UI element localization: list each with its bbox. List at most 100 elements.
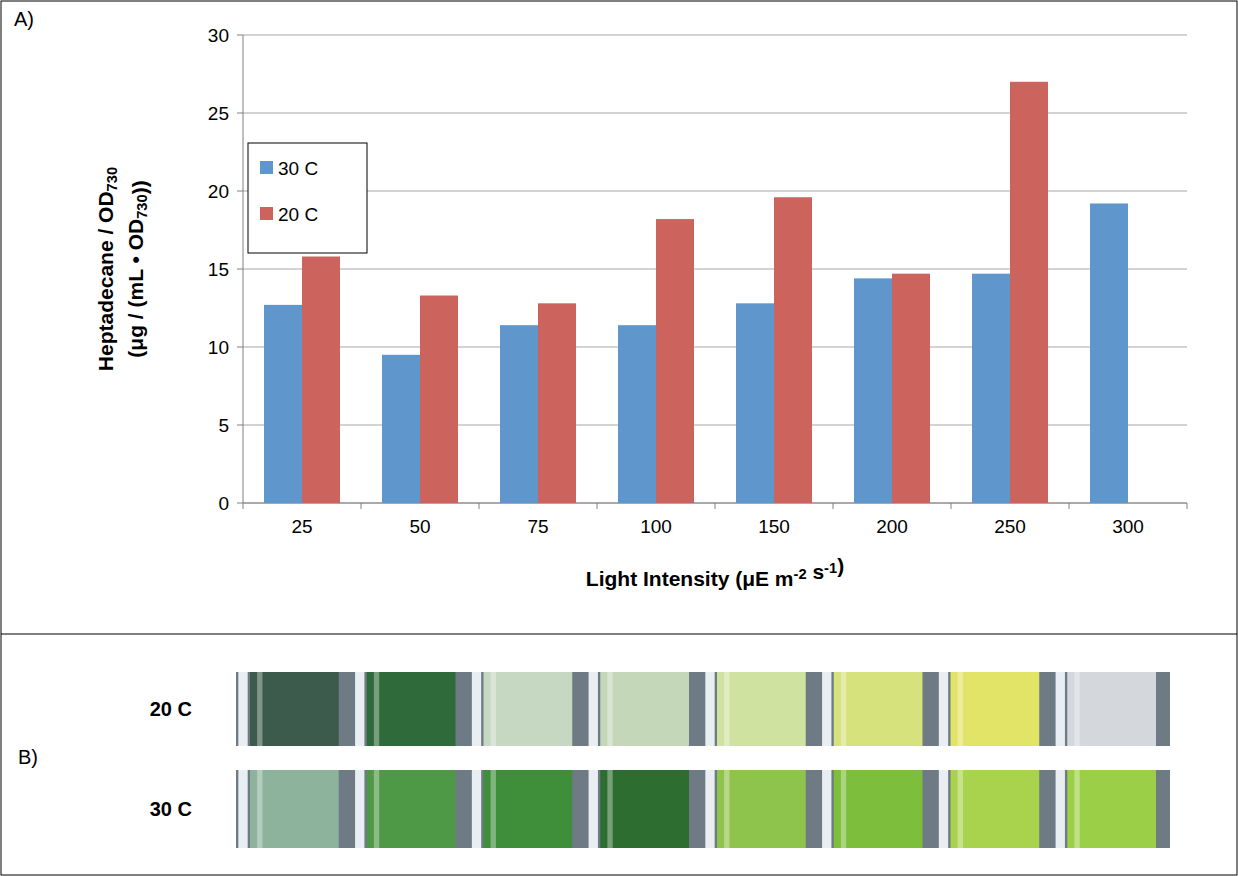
bar — [302, 257, 340, 503]
bar — [618, 325, 656, 503]
x-tick — [479, 503, 480, 509]
light-reflection — [705, 770, 714, 848]
x-tick-label: 75 — [527, 516, 548, 537]
tube-highlight — [491, 672, 496, 746]
light-reflection — [589, 672, 598, 746]
bar — [538, 303, 576, 503]
bar — [382, 355, 420, 503]
tube-highlight — [607, 672, 612, 746]
x-tick-label: 25 — [291, 516, 312, 537]
light-reflection — [939, 770, 948, 848]
tube-highlight — [841, 672, 846, 746]
x-tick — [597, 503, 598, 509]
x-tick-label: 100 — [640, 516, 672, 537]
figure-border — [1, 1, 1237, 875]
bar — [736, 303, 774, 503]
tube-highlight — [841, 770, 846, 848]
x-tick — [1069, 503, 1070, 509]
culture-tube — [717, 770, 806, 848]
light-reflection — [939, 672, 948, 746]
light-reflection — [822, 770, 831, 848]
culture-tube — [600, 672, 689, 746]
tube-highlight — [257, 672, 262, 746]
light-reflection — [1056, 672, 1065, 746]
tube-highlight — [257, 770, 262, 848]
panel-letter: B) — [18, 746, 38, 768]
legend: 30 C 20 C — [248, 143, 367, 253]
y-tick-label: 0 — [218, 493, 229, 514]
x-tick — [951, 503, 952, 509]
y-tick — [237, 269, 243, 270]
bar — [420, 296, 458, 503]
culture-tube — [367, 672, 456, 746]
culture-tube — [484, 672, 573, 746]
light-reflection — [589, 770, 598, 848]
tube-highlight — [724, 672, 729, 746]
bars — [264, 82, 1128, 503]
x-tick-label: 300 — [1112, 516, 1144, 537]
y-axis — [243, 35, 244, 503]
y-tick — [237, 35, 243, 36]
y-tick — [237, 503, 243, 504]
bar — [656, 219, 694, 503]
culture-tube — [367, 770, 456, 848]
light-reflection — [355, 770, 364, 848]
culture-tube — [484, 770, 573, 848]
light-reflection — [238, 672, 247, 746]
y-tick — [237, 347, 243, 348]
photo-strip — [236, 672, 1170, 746]
culture-tube — [834, 672, 923, 746]
legend-label: 20 C — [278, 204, 318, 225]
legend-swatch — [260, 207, 273, 220]
y-axis-title: (μg / (mL • OD730)) — [124, 180, 151, 357]
bar — [500, 325, 538, 503]
tube-highlight — [374, 672, 379, 746]
tube-highlight — [491, 770, 496, 848]
light-reflection — [355, 672, 364, 746]
tube-highlight — [1074, 672, 1079, 746]
legend-box — [248, 143, 367, 253]
panel-divider — [1, 634, 1237, 635]
tube-highlight — [607, 770, 612, 848]
bar — [774, 197, 812, 503]
grid-line — [243, 35, 1187, 36]
tube-highlight — [958, 672, 963, 746]
y-tick-label: 15 — [208, 259, 229, 280]
y-tick-label: 5 — [218, 415, 229, 436]
bar — [854, 278, 892, 503]
light-reflection — [238, 770, 247, 848]
figure: A)051015202530255075100150200250300Light… — [0, 0, 1238, 876]
y-axis-title: Heptadecane / OD730 — [94, 167, 120, 371]
x-axis-title: Light Intensity (μE m-2 s-1) — [586, 554, 844, 590]
light-reflection — [1056, 770, 1065, 848]
culture-tube — [951, 672, 1040, 746]
tube-highlight — [374, 770, 379, 848]
photo-strip — [236, 770, 1170, 848]
bar — [972, 274, 1010, 503]
y-tick-label: 20 — [208, 181, 229, 202]
culture-tube — [717, 672, 806, 746]
bar — [1090, 203, 1128, 503]
culture-tube — [834, 770, 923, 848]
culture-tube — [600, 770, 689, 848]
legend-label: 30 C — [278, 158, 318, 179]
x-tick-label: 150 — [758, 516, 790, 537]
y-tick-label: 25 — [208, 103, 229, 124]
tube-highlight — [1074, 770, 1079, 848]
light-reflection — [472, 770, 481, 848]
row-label: 30 C — [150, 798, 192, 820]
bar — [892, 274, 930, 503]
light-reflection — [705, 672, 714, 746]
culture-tube — [250, 770, 339, 848]
culture-tube — [1067, 770, 1156, 848]
light-reflection — [822, 672, 831, 746]
panel-letter: A) — [14, 8, 34, 30]
x-tick — [361, 503, 362, 509]
tube-highlight — [958, 770, 963, 848]
light-reflection — [472, 672, 481, 746]
x-tick — [1187, 503, 1188, 509]
bar — [1010, 82, 1048, 503]
culture-tube — [250, 672, 339, 746]
bar — [264, 305, 302, 503]
x-tick — [833, 503, 834, 509]
